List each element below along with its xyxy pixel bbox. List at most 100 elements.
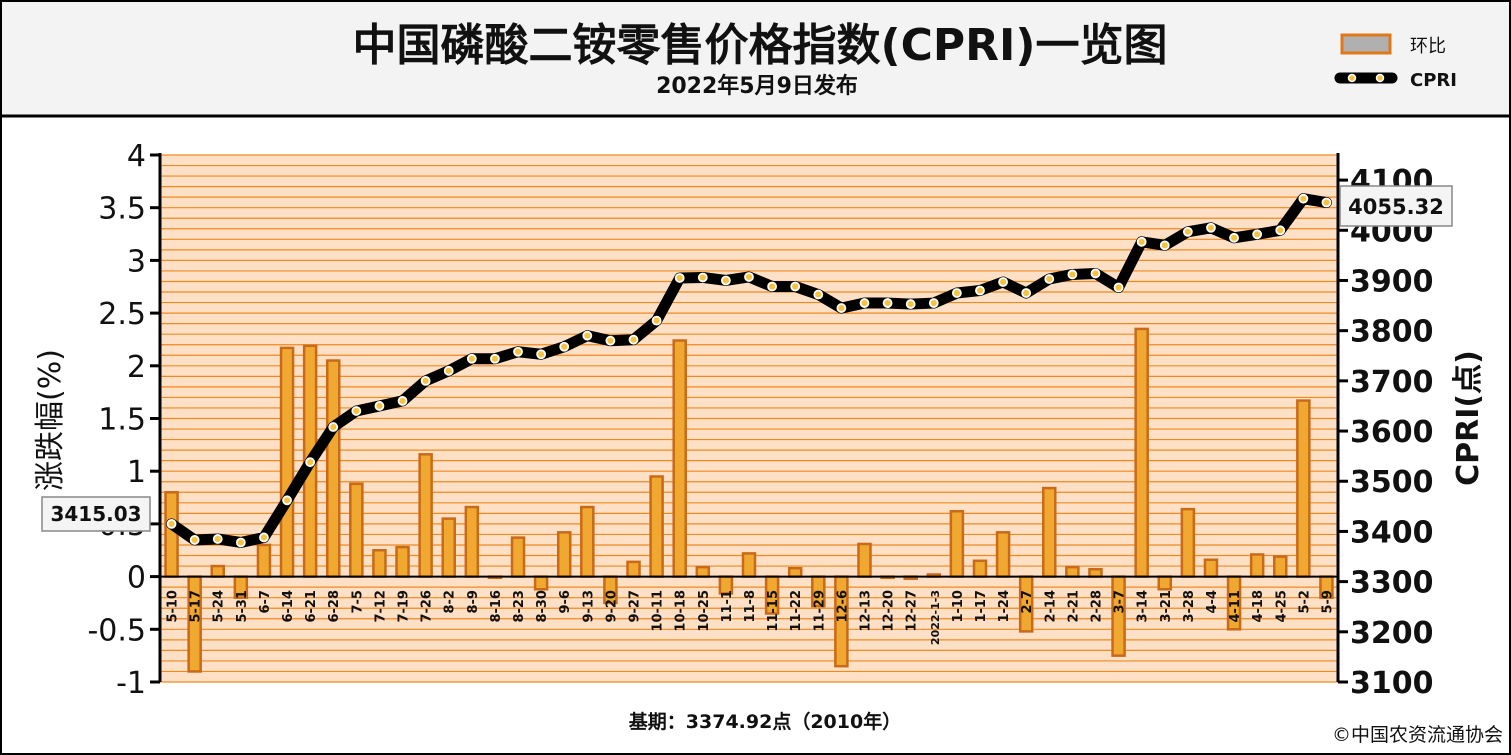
cpri-point-6-7 bbox=[259, 532, 269, 543]
cpri-point-5-24 bbox=[212, 534, 223, 544]
bar-3-7 bbox=[1111, 575, 1126, 657]
bar-1-10 bbox=[949, 510, 965, 578]
x-tick-8-16: 8-16 bbox=[489, 590, 504, 623]
cpri-point-6-21 bbox=[305, 457, 316, 468]
left-tick-0: 0 bbox=[127, 561, 146, 596]
legend-marker-right bbox=[1375, 73, 1385, 83]
x-tick-6-28: 6-28 bbox=[327, 590, 342, 623]
x-tick-1-10: 1-10 bbox=[951, 590, 966, 623]
bar-1-17 bbox=[972, 559, 988, 578]
right-tick-3200: 3200 bbox=[1350, 616, 1434, 651]
x-tick-6-7: 6-7 bbox=[258, 590, 273, 614]
x-tick-5-9: 5-9 bbox=[1320, 590, 1335, 614]
x-tick-6-21: 6-21 bbox=[304, 590, 319, 623]
cpri-point-12-27 bbox=[905, 299, 916, 309]
bar-9-6 bbox=[556, 531, 572, 578]
x-tick-1-17: 1-17 bbox=[974, 590, 989, 623]
bar-10-18 bbox=[672, 339, 687, 578]
cpri-point-5-2 bbox=[1298, 193, 1309, 204]
bar-5-2 bbox=[1296, 399, 1311, 578]
cpri-point-4-25 bbox=[1275, 225, 1286, 236]
x-tick-8-2: 8-2 bbox=[443, 590, 458, 614]
x-tick-2-14: 2-14 bbox=[1043, 590, 1058, 623]
bar-5-24 bbox=[210, 564, 226, 578]
x-tick-12-20: 12-20 bbox=[882, 590, 897, 632]
bar-2-21 bbox=[1065, 565, 1080, 578]
cpri-point-5-10 bbox=[166, 518, 177, 529]
x-tick-3-7: 3-7 bbox=[1113, 590, 1128, 614]
cpri-point-3-28 bbox=[1182, 226, 1193, 237]
cpri-point-2022-1-3 bbox=[928, 298, 939, 308]
cpri-point-1-10 bbox=[951, 288, 962, 298]
cpri-point-12-6 bbox=[836, 303, 847, 313]
cpri-point-4-4 bbox=[1206, 222, 1216, 233]
cpri-point-8-23 bbox=[513, 346, 523, 357]
cpri-point-11-1 bbox=[721, 275, 731, 286]
cpri-point-6-28 bbox=[328, 422, 339, 432]
x-tick-5-31: 5-31 bbox=[235, 590, 250, 623]
x-tick-9-6: 9-6 bbox=[558, 590, 573, 614]
bar-5-10 bbox=[164, 491, 179, 578]
right-axis-ticks: 3100320033003400350036003700380039004000… bbox=[1338, 164, 1434, 701]
right-tick-3100: 3100 bbox=[1350, 666, 1434, 701]
line-series bbox=[166, 193, 1332, 548]
bar-7-5 bbox=[349, 482, 364, 578]
cpri-point-2-28 bbox=[1090, 268, 1101, 279]
chart-subtitle: 2022年5月9日发布 bbox=[656, 73, 858, 99]
cpri-point-12-20 bbox=[882, 298, 893, 308]
base-period-note: 基期：3374.92点（2010年） bbox=[628, 710, 901, 733]
bar-6-28 bbox=[325, 359, 341, 578]
cpri-point-11-15 bbox=[767, 281, 777, 292]
cpri-point-11-29 bbox=[813, 289, 824, 300]
bar-11-22 bbox=[787, 566, 803, 578]
cpri-point-9-20 bbox=[605, 335, 616, 346]
x-tick-11-29: 11-29 bbox=[812, 590, 827, 632]
cpri-point-3-7 bbox=[1113, 282, 1124, 293]
header-band bbox=[2, 2, 1509, 115]
x-tick-12-6: 12-6 bbox=[835, 590, 850, 623]
cpri-point-9-6 bbox=[559, 341, 570, 352]
bar-4-18 bbox=[1249, 553, 1265, 578]
bar-series bbox=[164, 327, 1334, 673]
x-tick-9-13: 9-13 bbox=[581, 590, 596, 623]
legend-bar-swatch bbox=[1340, 33, 1392, 55]
x-tick-11-1: 11-1 bbox=[720, 590, 735, 623]
left-tick--0.5: -0.5 bbox=[87, 613, 146, 648]
x-tick-8-9: 8-9 bbox=[466, 590, 481, 614]
last-value-callout: 4055.32 bbox=[1339, 185, 1453, 227]
cpri-point-7-26 bbox=[420, 375, 431, 386]
bar-8-9 bbox=[464, 505, 480, 578]
x-tick-3-14: 3-14 bbox=[1136, 590, 1151, 623]
left-tick-1.5: 1.5 bbox=[98, 403, 146, 438]
x-tick-4-25: 4-25 bbox=[1274, 590, 1289, 623]
x-tick-11-22: 11-22 bbox=[789, 590, 804, 632]
x-tick-10-11: 10-11 bbox=[651, 590, 666, 632]
x-tick-3-21: 3-21 bbox=[1159, 590, 1174, 623]
x-tick-9-20: 9-20 bbox=[604, 590, 619, 623]
bar-2-14 bbox=[1042, 486, 1057, 578]
right-tick-3700: 3700 bbox=[1350, 365, 1434, 400]
x-tick-9-27: 9-27 bbox=[628, 590, 643, 623]
cpri-point-5-17 bbox=[189, 535, 200, 545]
x-tick-4-11: 4-11 bbox=[1228, 590, 1243, 623]
x-tick-5-24: 5-24 bbox=[212, 590, 227, 623]
cpri-point-8-2 bbox=[443, 365, 454, 376]
bar-4-4 bbox=[1203, 558, 1219, 578]
x-tick-10-25: 10-25 bbox=[697, 590, 712, 632]
bar-7-26 bbox=[418, 453, 433, 578]
cpri-point-11-8 bbox=[744, 272, 754, 282]
last-value-label: 4055.32 bbox=[1348, 195, 1444, 219]
cpri-point-8-16 bbox=[490, 353, 500, 364]
left-axis-title: 涨跌幅(%) bbox=[33, 349, 68, 491]
left-tick--1: -1 bbox=[116, 666, 146, 701]
bar-1-24 bbox=[995, 531, 1011, 578]
cpri-point-4-18 bbox=[1252, 229, 1263, 240]
cpri-point-9-27 bbox=[628, 334, 639, 345]
bar-4-25 bbox=[1272, 555, 1288, 578]
x-tick-2022-1-3: 2022-1-3 bbox=[929, 590, 942, 645]
x-tick-12-13: 12-13 bbox=[858, 590, 873, 632]
x-tick-3-28: 3-28 bbox=[1182, 590, 1197, 623]
legend: 环比 CPRI bbox=[1334, 33, 1457, 91]
right-tick-3300: 3300 bbox=[1350, 566, 1434, 601]
